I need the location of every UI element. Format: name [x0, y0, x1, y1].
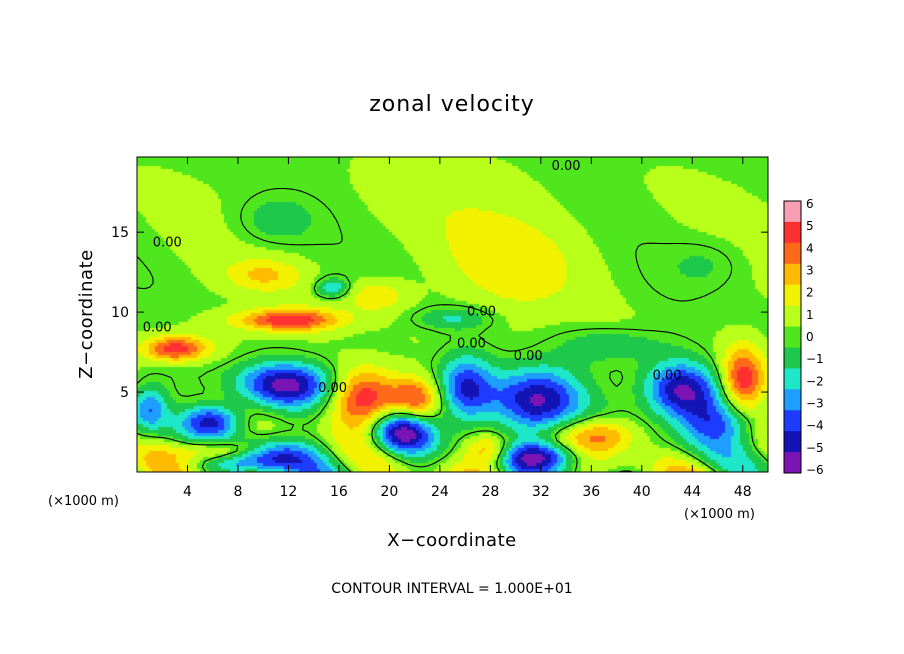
- contour-label: 0.00: [457, 336, 486, 351]
- x-unit-label-right: (×1000 m): [684, 507, 755, 522]
- colorbar-tick-label: 0: [806, 330, 814, 344]
- colorbar-tick-label: −2: [806, 374, 824, 388]
- contour-label: 0.00: [318, 381, 347, 396]
- colorbar-tick-label: 6: [806, 197, 814, 211]
- colorbar-tick-label: 5: [806, 219, 814, 233]
- colorbar-tick-label: 2: [806, 286, 814, 300]
- colorbar-swatch: [784, 389, 801, 411]
- contour-interval-note: CONTOUR INTERVAL = 1.000E+01: [331, 581, 572, 597]
- colorbar-swatch: [784, 305, 801, 328]
- x-axis-label: X−coordinate: [387, 530, 516, 551]
- y-axis-ticks: 5 10 15: [111, 225, 768, 401]
- x-tick-label: 28: [481, 484, 499, 500]
- colorbar-tick-label: 3: [806, 264, 814, 278]
- colorbar: 6 5 4 3 2 1 0 −1 −2 −3 −4 −5 −6: [783, 197, 824, 477]
- colorbar-swatch: [784, 284, 801, 307]
- y-tick-label: 10: [111, 305, 129, 321]
- colorbar-tick-label: 1: [806, 308, 814, 322]
- colorbar-tick-label: −4: [806, 419, 824, 433]
- contour-label: 0.00: [552, 159, 581, 174]
- colorbar-swatch: [784, 326, 801, 348]
- x-tick-label: 40: [633, 484, 651, 500]
- contour-label: 0.00: [514, 349, 543, 364]
- x-tick-label: 36: [582, 484, 600, 500]
- colorbar-swatch: [784, 242, 801, 265]
- heatmap-field: [137, 157, 768, 472]
- x-tick-label: 12: [280, 484, 298, 500]
- x-tick-label: 20: [380, 484, 398, 500]
- colorbar-swatch: [784, 431, 801, 453]
- contour-label: 0.00: [153, 236, 182, 251]
- x-tick-label: 32: [532, 484, 550, 500]
- x-tick-label: 24: [431, 484, 449, 500]
- colorbar-swatch: [784, 263, 801, 286]
- colorbar-swatch: [784, 368, 801, 390]
- contour-line: [136, 187, 769, 473]
- colorbar-tick-label: 4: [806, 241, 814, 255]
- y-tick-label: 5: [120, 385, 129, 401]
- y-axis-label: Z−coordinate: [76, 249, 97, 378]
- x-tick-label: 44: [683, 484, 701, 500]
- x-tick-label: 48: [734, 484, 752, 500]
- x-tick-label: 4: [183, 484, 192, 500]
- colorbar-tick-label: −5: [806, 441, 824, 455]
- x-tick-label: 8: [233, 484, 242, 500]
- contour-label: 0.00: [143, 320, 172, 335]
- contour-label: 0.00: [653, 368, 682, 383]
- x-axis-ticks: 4 8 12 16 20 24 28 32 36 40 44 48: [183, 157, 752, 500]
- colorbar-tick-label: −3: [806, 397, 824, 411]
- colorbar-frame: [783, 200, 802, 474]
- plot-area: 0.000.000.000.000.000.000.000.00 4 8 12 16 2…: [111, 156, 769, 500]
- colorbar-tick-label: −1: [806, 352, 824, 366]
- contour-labels: 0.00 0.00 0.00 0.00 0.00 0.00 0.00 0.00: [143, 159, 682, 396]
- colorbar-swatch: [784, 347, 801, 369]
- x-tick-label: 16: [330, 484, 348, 500]
- colorbar-swatch: [784, 221, 801, 244]
- x-unit-label-left: (×1000 m): [48, 494, 119, 509]
- colorbar-swatch: [784, 410, 801, 432]
- colorbar-tick-label: −6: [806, 463, 824, 477]
- y-tick-label: 15: [111, 225, 129, 241]
- plot-frame: [136, 156, 769, 473]
- zero-contour-lines: [136, 187, 769, 473]
- colorbar-swatch: [784, 201, 801, 223]
- chart-title: zonal velocity: [369, 92, 535, 117]
- colorbar-swatch: [784, 452, 801, 474]
- contour-label: 0.00: [467, 304, 496, 319]
